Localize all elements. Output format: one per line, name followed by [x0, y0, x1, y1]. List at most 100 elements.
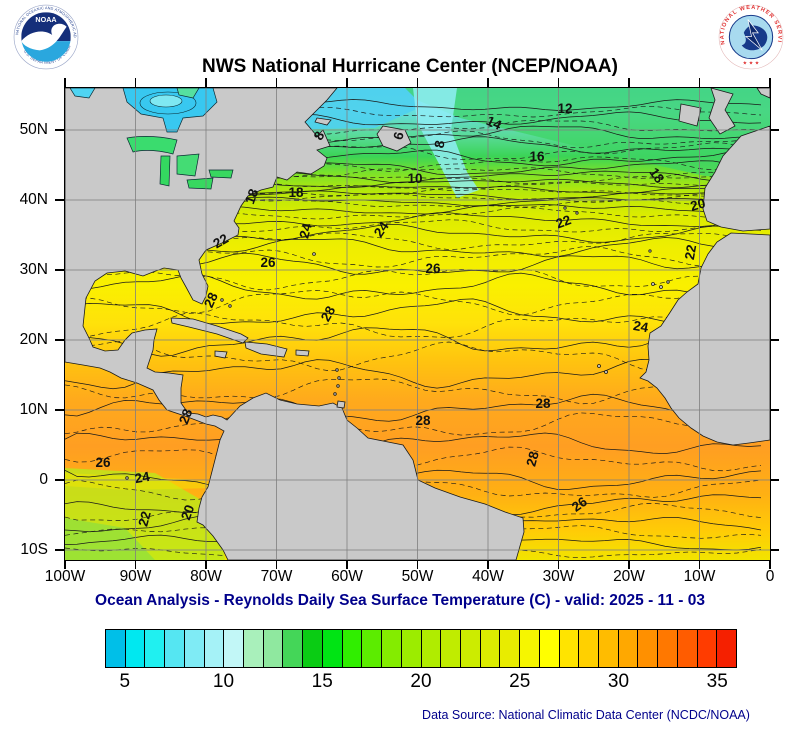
temperature-colorbar [105, 629, 737, 668]
isotherm-label: 14 [484, 113, 504, 133]
nws-logo: NATIONAL WEATHER SERVICE ★ ★ ★ [718, 4, 784, 70]
y-tick-label: 30N [19, 261, 48, 278]
bottom-tick [557, 560, 560, 569]
colorbar-cell [106, 630, 126, 667]
x-tick-label: 10W [683, 568, 716, 585]
top-tick [698, 78, 701, 87]
isotherm-label: 28 [176, 406, 195, 426]
isotherm-label: 22 [135, 510, 153, 528]
top-tick [346, 78, 348, 87]
isotherm-label: 28 [318, 303, 339, 324]
colorbar-tick-label: 15 [311, 671, 333, 692]
bottom-tick [346, 560, 348, 569]
x-tick-label: 0 [765, 568, 775, 585]
y-tick-label: 10S [20, 541, 48, 558]
bottom-tick [64, 560, 66, 569]
colorbar-cell [204, 630, 225, 667]
colorbar-tick-label: 10 [212, 671, 235, 692]
colorbar-cell [421, 630, 442, 667]
sst-map: 8 6 8 10 14 12 16 18 18 18 20 22 22 22 24 24 24 26 26 28 28 2… [65, 88, 770, 560]
lake-erie [186, 177, 214, 190]
noaa-acronym: NOAA [35, 15, 57, 24]
top-tick [134, 78, 137, 87]
top-tick [205, 78, 207, 87]
graticule [65, 88, 770, 560]
right-tick [770, 339, 779, 341]
small-islands [125, 206, 670, 480]
top-tick [628, 78, 630, 87]
top-tick [769, 78, 771, 87]
colorbar-cell [559, 630, 580, 667]
figure-caption: Ocean Analysis - Reynolds Daily Sea Surf… [95, 592, 705, 609]
land-trinidad [336, 400, 346, 409]
right-tick [770, 549, 779, 551]
right-tick [770, 129, 779, 131]
colorbar-cell [579, 630, 599, 667]
colorbar-cell [283, 630, 304, 667]
x-tick-label: 70W [260, 568, 293, 585]
bottom-tick [275, 560, 278, 569]
noaa-logo: NATIONAL OCEANIC AND ATMOSPHERIC ADMINIS… [13, 4, 79, 70]
colorbar-tick-label: 25 [509, 671, 531, 692]
labrador-cold-tongue [413, 88, 479, 198]
bottom-tick [416, 560, 419, 569]
colorbar-cell [125, 630, 146, 667]
isotherm-label: 28 [523, 449, 542, 468]
isotherm-label: 22 [554, 212, 573, 231]
colorbar-cell [638, 630, 659, 667]
colorbar-cell [460, 630, 481, 667]
isotherm-label: 22 [682, 244, 699, 261]
colorbar-cell [322, 630, 343, 667]
x-tick-label: 100W [44, 568, 86, 585]
colorbar-tick-label: 5 [119, 671, 131, 692]
colorbar-cell [244, 630, 264, 667]
colorbar-scale-labels: 5 10 15 20 25 30 35 [105, 671, 737, 695]
left-tick [55, 129, 64, 131]
left-tick [55, 339, 64, 341]
bottom-tick [487, 560, 489, 569]
land-layer [65, 88, 770, 560]
nws-lightning-icon [744, 19, 763, 51]
isotherm-label: 28 [201, 290, 221, 310]
left-tick [55, 409, 64, 411]
isotherm-label: 16 [529, 149, 545, 164]
colorbar-tick-label: 35 [706, 671, 728, 692]
hudson-bay [122, 88, 218, 133]
colorbar-cell [145, 630, 166, 667]
right-tick [770, 199, 779, 201]
colorbar-tick-label: 20 [410, 671, 432, 692]
x-tick-label: 90W [119, 568, 152, 585]
colorbar-cell [539, 630, 560, 667]
colorbar-cell [303, 630, 323, 667]
bottom-tick [698, 560, 701, 569]
right-tick [770, 269, 779, 271]
foxe-basin [69, 88, 96, 99]
left-tick [55, 549, 64, 551]
land-ireland [678, 103, 702, 127]
x-tick-label: 50W [401, 568, 434, 585]
isotherm-label: 20 [178, 503, 197, 522]
bottom-tick [769, 560, 771, 569]
colorbar-cell [224, 630, 245, 667]
y-tick-label: 10N [19, 401, 48, 418]
x-tick-label: 40W [472, 568, 504, 585]
y-tick-label: 50N [19, 121, 48, 138]
isotherm-label: 18 [288, 185, 304, 200]
colorbar-cell [618, 630, 639, 667]
inland-waters [69, 88, 234, 190]
right-tick [770, 479, 779, 481]
isotherm-label: 28 [415, 413, 431, 428]
isotherm-label: 24 [296, 221, 315, 240]
isotherm-label: 24 [134, 469, 152, 486]
colorbar-cell [342, 630, 363, 667]
colorbar-cell [658, 630, 678, 667]
noaa-seagull-icon [21, 23, 67, 51]
land-anticosti [314, 117, 332, 126]
lake-michigan [159, 155, 171, 187]
bottom-tick [134, 560, 137, 569]
top-tick [64, 78, 66, 87]
isotherm-label: 10 [407, 171, 422, 186]
land-europe-corner [756, 88, 770, 99]
colorbar-cell [697, 630, 718, 667]
